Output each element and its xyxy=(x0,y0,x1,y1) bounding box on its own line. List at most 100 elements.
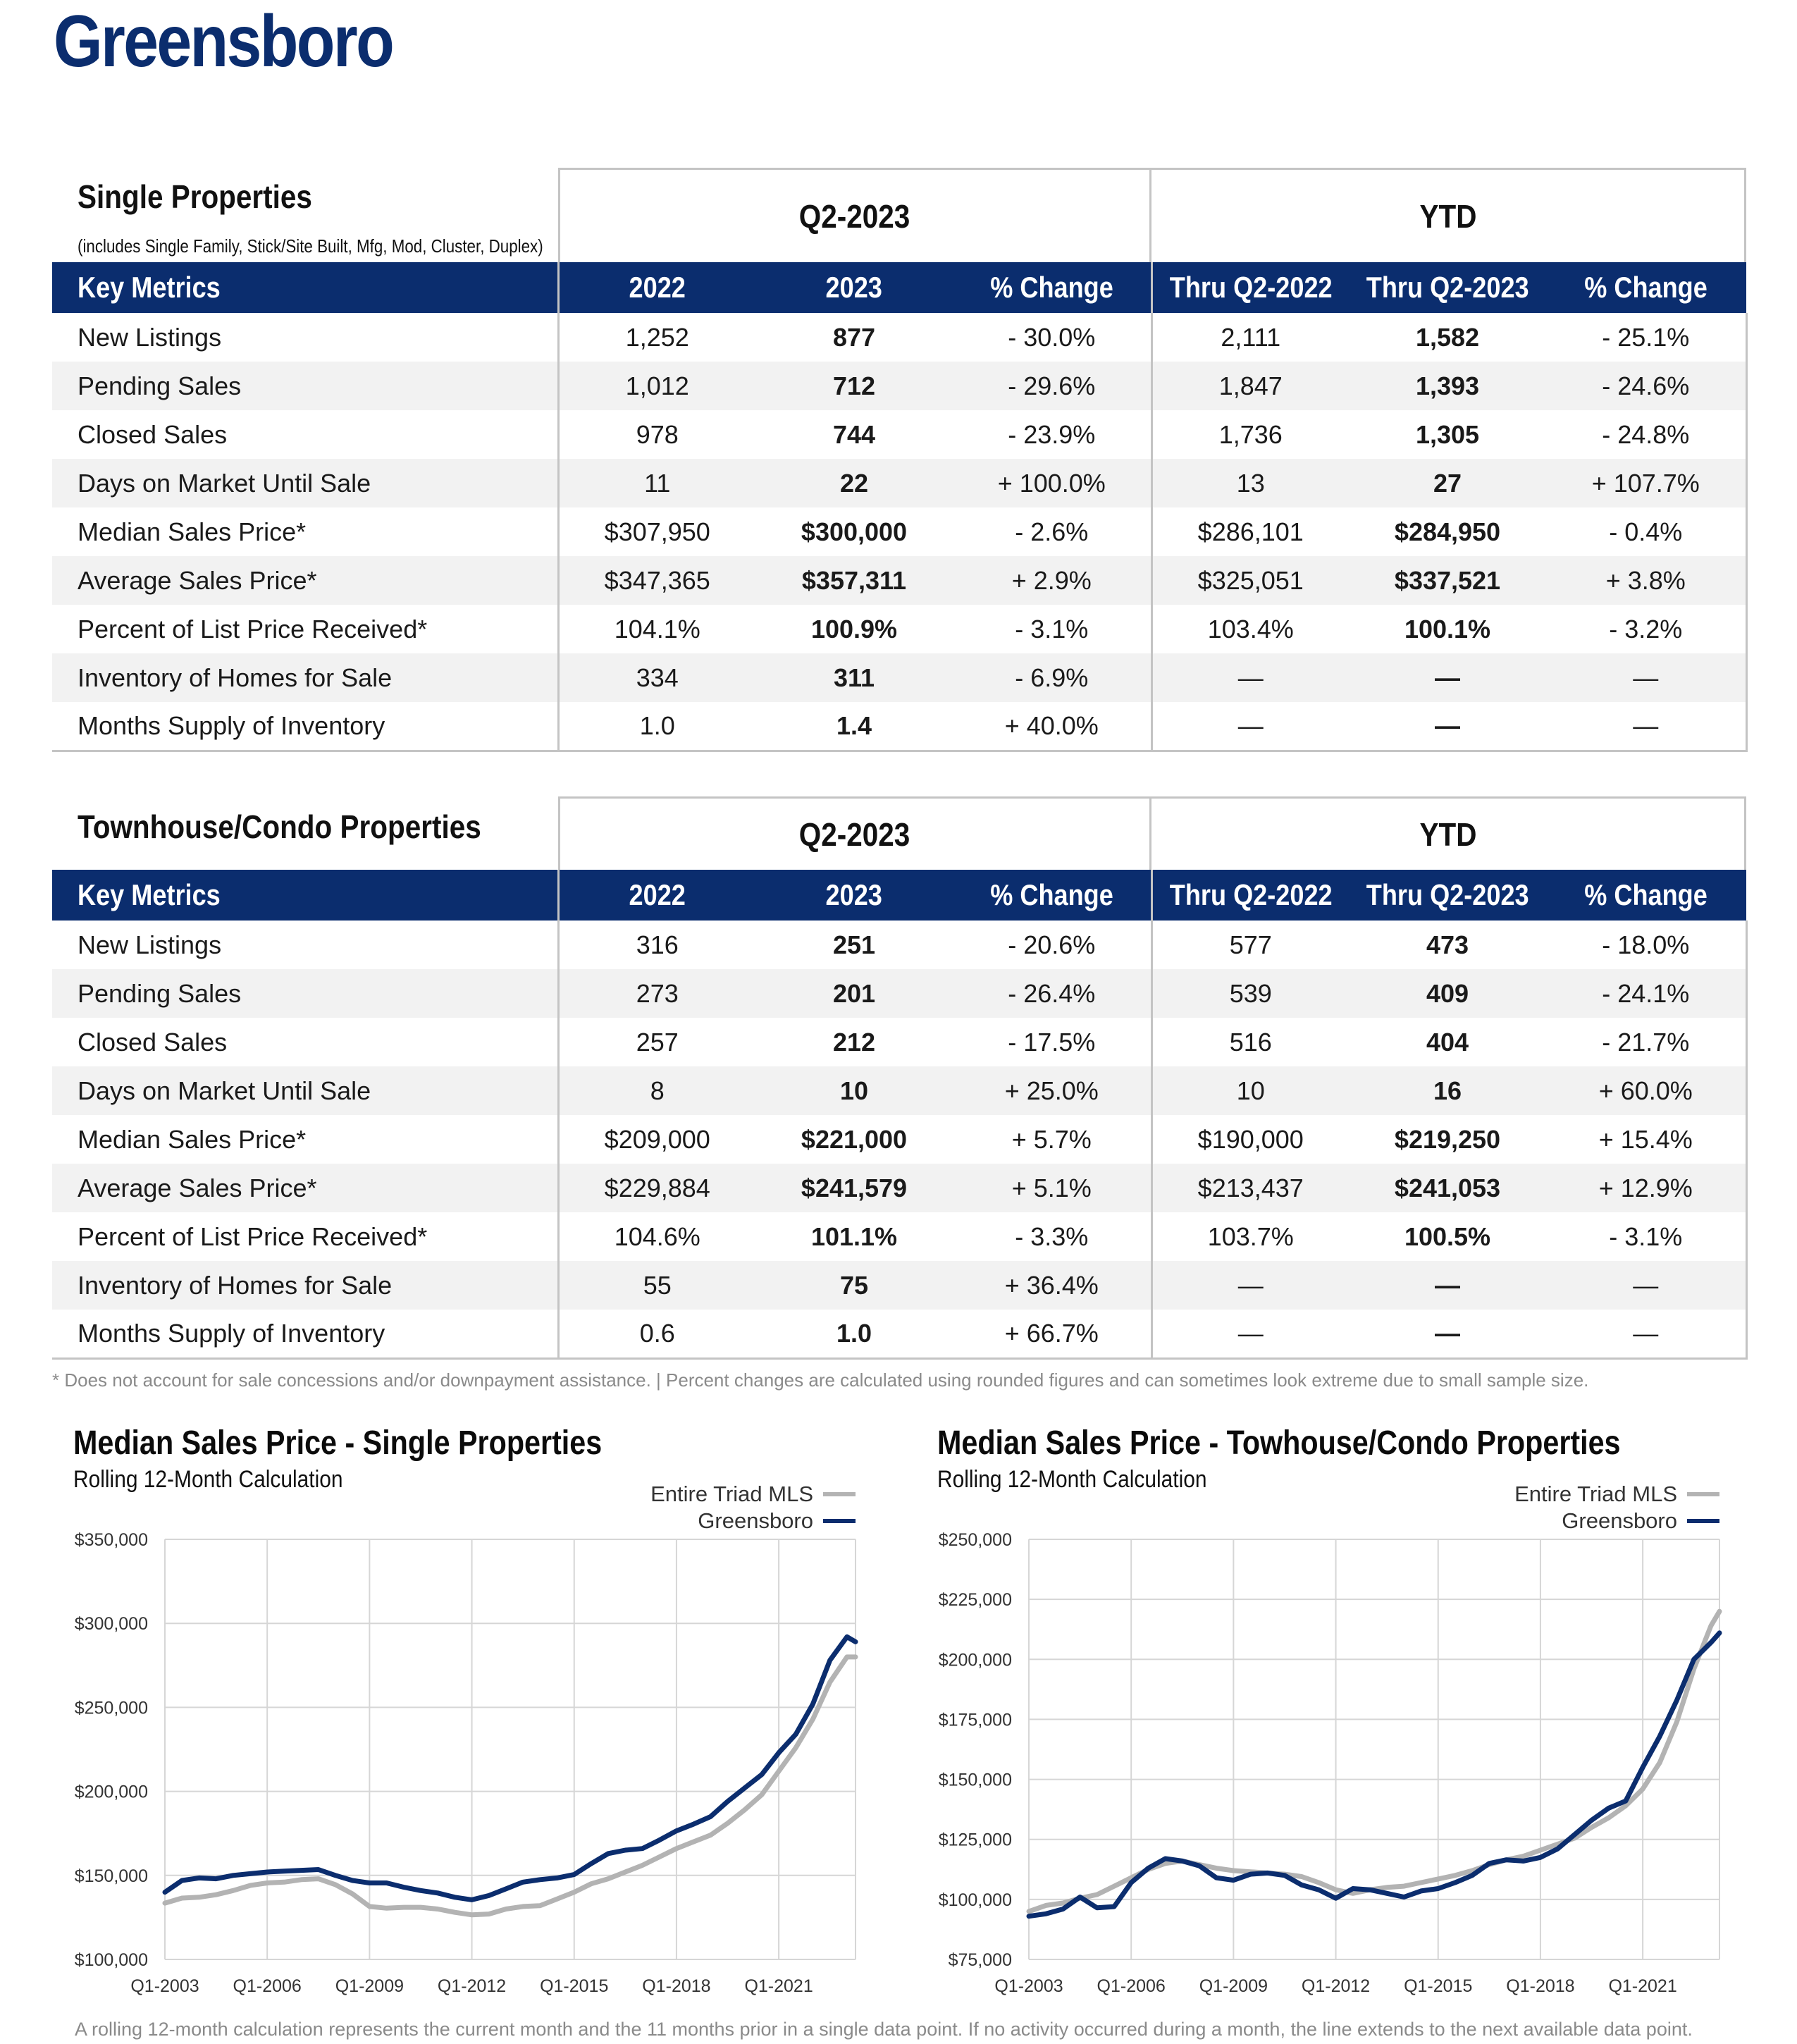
table-row: Average Sales Price* $347,365 $357,311 + 2.… xyxy=(52,556,1748,605)
metric-value: 104.1% xyxy=(557,605,755,653)
metric-value: 100.1% xyxy=(1404,614,1491,644)
metric-value: + 40.0% xyxy=(953,702,1151,752)
legend-label: Entire Triad MLS xyxy=(650,1482,813,1506)
series-line-entire-triad-mls xyxy=(162,1654,858,1918)
condo-chart-plot: $75,000 $100,000 $125,000 $150,000 $175,000 $… xyxy=(939,1482,1722,1996)
column-header: Key Metrics xyxy=(52,262,558,313)
legend-label: Greensboro xyxy=(1562,1508,1677,1533)
metric-value: 516 xyxy=(1150,1018,1349,1066)
x-tick-label: Q1-2009 xyxy=(1199,1976,1268,1996)
x-tick-label: Q1-2015 xyxy=(1404,1976,1472,1996)
metric-value: — xyxy=(1150,1310,1349,1360)
y-tick-label: $200,000 xyxy=(939,1650,1012,1670)
metric-value: 10 xyxy=(755,1066,953,1115)
metric-value: 1,736 xyxy=(1150,410,1349,459)
metric-value: $325,051 xyxy=(1150,556,1349,605)
metric-value: 577 xyxy=(1150,921,1349,969)
y-tick-label: $125,000 xyxy=(939,1830,1012,1850)
y-tick-label: $100,000 xyxy=(939,1890,1012,1910)
metric-value: 251 xyxy=(832,930,876,959)
metric-value: 13 xyxy=(1150,459,1349,507)
y-tick-label: $300,000 xyxy=(75,1614,148,1634)
metric-value: 1.0 xyxy=(755,1310,953,1360)
column-header: Thru Q2-2023 xyxy=(1349,870,1546,921)
table-row: Closed Sales 978 744 - 23.9% 1,736 1,305 - 24.… xyxy=(52,410,1748,459)
table-row: Closed Sales 257 212 - 17.5% 516 404 - 21.7% xyxy=(52,1018,1748,1066)
column-header: % Change xyxy=(953,262,1151,313)
metric-value: - 3.1% xyxy=(1546,1212,1748,1261)
table-row: Percent of List Price Received* 104.1% 100… xyxy=(52,605,1748,653)
series-line-entire-triad-mls xyxy=(1026,1608,1722,1914)
metric-value: — xyxy=(1349,702,1546,752)
metric-value: - 30.0% xyxy=(1008,322,1096,352)
y-tick-label: $350,000 xyxy=(75,1530,148,1550)
metric-value: 1,305 xyxy=(1415,419,1480,449)
metric-label: Months Supply of Inventory xyxy=(52,702,558,752)
metric-value: 1,393 xyxy=(1349,362,1546,410)
metric-value: 334 xyxy=(557,653,755,702)
single-metrics-table: Key Metrics 2022 2023 % Change Thru Q2-2… xyxy=(52,262,1748,752)
series-line-greensboro xyxy=(162,1634,858,1902)
metric-value: 404 xyxy=(1426,1027,1469,1057)
metric-value: - 18.0% xyxy=(1546,921,1748,969)
single-table-body: New Listings 1,252 877 - 30.0% 2,111 1,582 - 2… xyxy=(52,313,1748,752)
chart-subtitle: Rolling 12-Month Calculation xyxy=(937,1466,1207,1493)
metric-value: — xyxy=(1349,653,1546,702)
condo-properties-section: Townhouse/Condo Properties Q2-2023 YTD K… xyxy=(52,796,1748,1360)
table-row: Inventory of Homes for Sale 55 75 + 36.4% — —… xyxy=(52,1261,1748,1310)
metric-value: 104.6% xyxy=(557,1212,755,1261)
single-ytd-header: YTD xyxy=(1151,168,1746,262)
metric-value: 409 xyxy=(1349,969,1546,1018)
metric-value: $286,101 xyxy=(1150,507,1349,556)
metric-label: Median Sales Price* xyxy=(78,1124,307,1154)
metric-value: 1,582 xyxy=(1415,322,1480,352)
y-tick-label: $150,000 xyxy=(939,1771,1012,1790)
metric-value: 75 xyxy=(755,1261,953,1310)
y-tick-label: $200,000 xyxy=(75,1783,148,1802)
metric-value: 212 xyxy=(832,1027,876,1057)
x-tick-label: Q1-2018 xyxy=(1506,1976,1574,1996)
single-section-title: Single Properties xyxy=(78,178,312,215)
x-tick-label: Q1-2018 xyxy=(642,1976,710,1996)
chart-title: Median Sales Price - Single Properties xyxy=(73,1424,603,1462)
x-tick-label: Q1-2009 xyxy=(335,1976,404,1996)
metric-value: 1.0 xyxy=(557,702,755,752)
metric-value: 100.5% xyxy=(1404,1221,1491,1251)
table-row: Pending Sales 1,012 712- 29.6% 1,847 1,393- … xyxy=(52,362,1748,410)
x-tick-label: Q1-2021 xyxy=(1608,1976,1676,1996)
single-table-header: Single Properties (includes Single Famil… xyxy=(52,168,1746,262)
metric-value: 877 xyxy=(832,322,876,352)
column-header: Key Metrics xyxy=(52,870,558,921)
table-row: Average Sales Price* $229,884 $241,579 + 5.… xyxy=(52,1164,1748,1212)
metric-value: - 3.1% xyxy=(1015,614,1089,644)
metric-label: Average Sales Price* xyxy=(52,1164,558,1212)
metric-value: 473 xyxy=(1426,930,1469,959)
metric-value: 1,252 xyxy=(557,313,755,362)
metric-value: 27 xyxy=(1349,459,1546,507)
metric-value: - 24.6% xyxy=(1546,362,1748,410)
metric-value: + 60.0% xyxy=(1546,1066,1748,1115)
metric-value: + 107.7% xyxy=(1546,459,1748,507)
metric-value: 10 xyxy=(1150,1066,1349,1115)
metric-value: 11 xyxy=(557,459,755,507)
metric-value: 22 xyxy=(755,459,953,507)
metric-value: + 2.9% xyxy=(953,556,1151,605)
metric-value: - 3.3% xyxy=(1015,1221,1089,1251)
metric-label: Inventory of Homes for Sale xyxy=(52,1261,558,1310)
metric-value: - 3.2% xyxy=(1546,605,1748,653)
table-row: Percent of List Price Received* 104.6% 101… xyxy=(52,1212,1748,1261)
single-chart-plot: $100,000 $150,000 $200,000 $250,000 $300,000… xyxy=(75,1482,858,1996)
x-tick-label: Q1-2006 xyxy=(1097,1976,1166,1996)
single-median-price-chart: Median Sales Price - Single Properties R… xyxy=(73,1424,905,2009)
metric-value: — xyxy=(1546,1261,1748,1310)
metric-value: $221,000 xyxy=(801,1124,908,1154)
metric-value: $337,521 xyxy=(1349,556,1546,605)
y-tick-label: $225,000 xyxy=(939,1590,1012,1610)
table-row: Days on Market Until Sale 8 10 + 25.0% 10 16 +… xyxy=(52,1066,1748,1115)
metric-value: - 17.5% xyxy=(1008,1027,1096,1057)
metric-label: Inventory of Homes for Sale xyxy=(52,653,558,702)
metric-value: + 36.4% xyxy=(953,1261,1151,1310)
column-header: % Change xyxy=(1546,870,1746,921)
metric-value: 201 xyxy=(755,969,953,1018)
metric-value: 103.7% xyxy=(1150,1212,1349,1261)
